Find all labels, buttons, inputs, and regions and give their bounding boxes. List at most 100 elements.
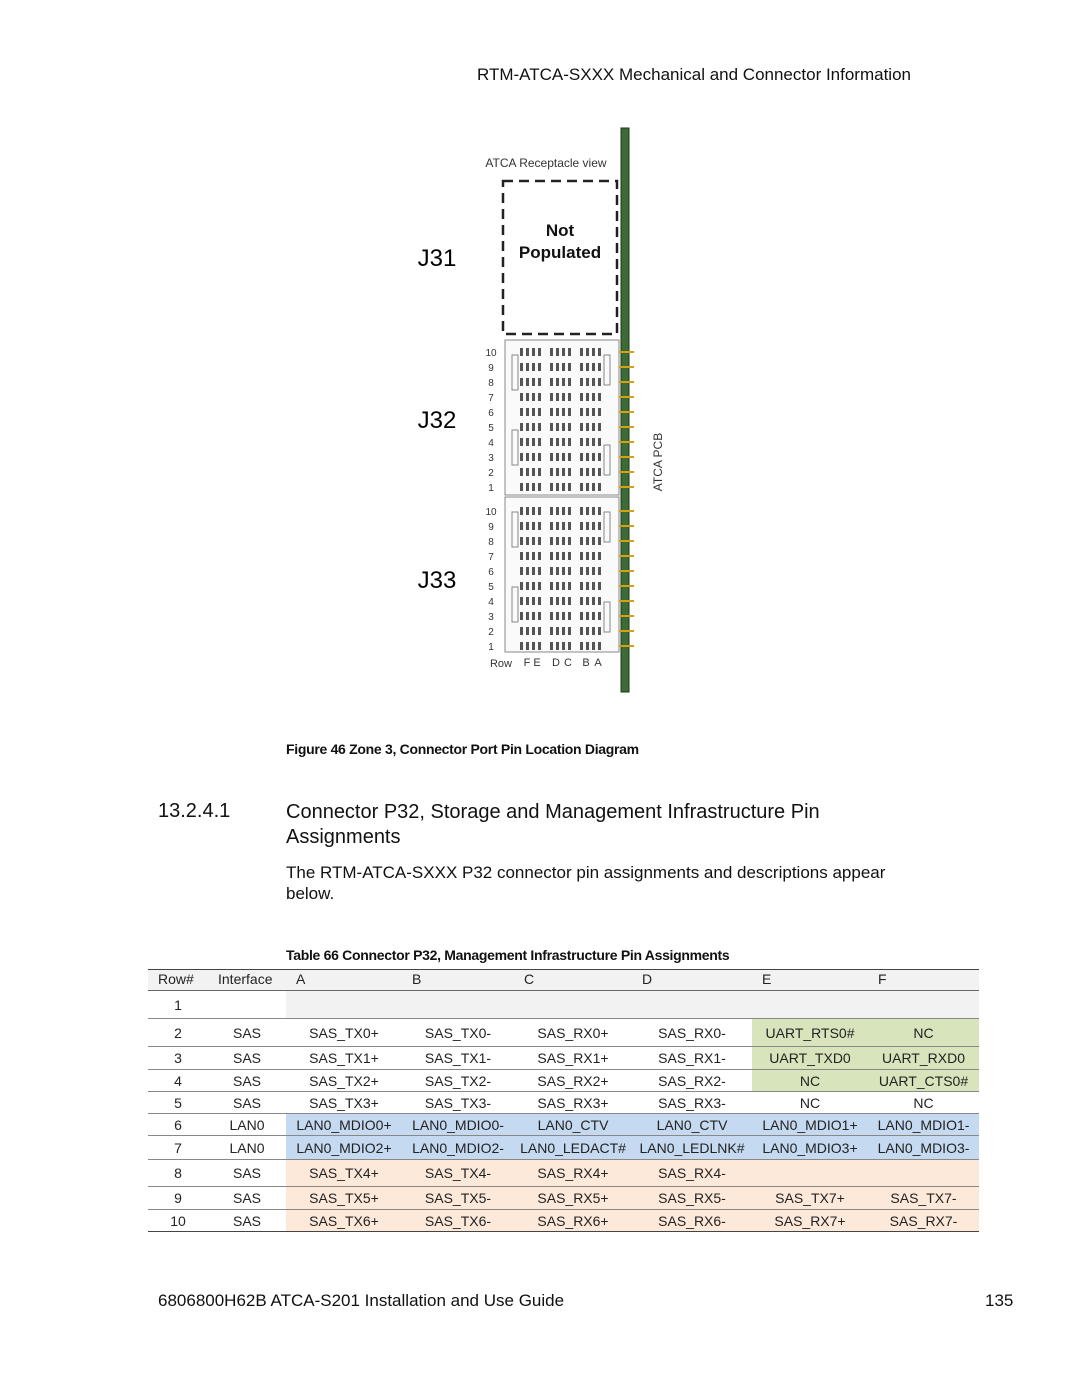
pin (562, 423, 565, 431)
pin (520, 612, 523, 620)
table-cell: SAS_TX5+ (286, 1187, 402, 1209)
pin (532, 393, 535, 401)
connector-latch (511, 586, 519, 623)
connector-latch (603, 601, 611, 633)
j31-outline (501, 179, 619, 336)
pin-row-number: 3 (488, 453, 494, 464)
pin (568, 393, 571, 401)
pin (598, 597, 601, 605)
pin (586, 393, 589, 401)
table-rule (148, 1186, 979, 1187)
pin-table: Row# Interface A B C D E F 1 2 SAS SAS_TX0+ SAS_TX0-… (148, 969, 979, 1232)
pin (538, 612, 541, 620)
pin (532, 522, 535, 530)
column-header: A (296, 971, 306, 987)
pin (580, 507, 583, 515)
table-rule (148, 1209, 979, 1210)
pin (526, 507, 529, 515)
pin-column-letter: E (533, 657, 540, 669)
table-cell: 4 (148, 1070, 208, 1091)
pin-row-number: 5 (488, 582, 494, 593)
pin (598, 408, 601, 416)
header-band (148, 970, 979, 990)
table-cell: LAN0_LEDACT# (514, 1136, 632, 1159)
pin (592, 378, 595, 386)
pin (520, 507, 523, 515)
pin (586, 483, 589, 491)
pin (598, 552, 601, 560)
connector-label: J31 (418, 245, 457, 272)
pin (520, 363, 523, 371)
pin (550, 423, 553, 431)
pin (562, 597, 565, 605)
not-populated: Not Populated (518, 221, 602, 262)
pin-column-letter: B (582, 657, 589, 669)
column-header: Row# (158, 971, 194, 987)
pin (526, 612, 529, 620)
pin (598, 627, 601, 635)
pin (568, 468, 571, 476)
pin (526, 642, 529, 650)
pin (592, 393, 595, 401)
pin-row-number: 8 (488, 378, 494, 389)
table-cell (208, 991, 286, 1018)
pin-row-number: 5 (488, 423, 494, 434)
table-cell: SAS_RX0- (632, 1019, 752, 1046)
table-cell: NC (752, 1070, 868, 1091)
pin (532, 363, 535, 371)
pin (556, 537, 559, 545)
pin (592, 438, 595, 446)
pin (580, 597, 583, 605)
pin (568, 522, 571, 530)
table-cell: SAS (208, 1210, 286, 1231)
table-cell: SAS_RX5+ (514, 1187, 632, 1209)
pin (580, 378, 583, 386)
row-label: Row (490, 658, 512, 670)
pin (562, 363, 565, 371)
pin (526, 522, 529, 530)
pin (568, 348, 571, 356)
connector-latch (603, 354, 611, 386)
pin (592, 627, 595, 635)
pin (538, 423, 541, 431)
table-cell: SAS (208, 1019, 286, 1046)
pin (526, 408, 529, 416)
pin (562, 567, 565, 575)
table-caption: Table 66 Connector P32, Management Infra… (286, 947, 730, 963)
table-cell: SAS_TX5- (402, 1187, 514, 1209)
pin (598, 642, 601, 650)
table-cell (402, 991, 514, 1018)
pin (532, 453, 535, 461)
pin (556, 642, 559, 650)
pin-row-number: 4 (488, 597, 494, 608)
table-cell: LAN0_MDIO0- (402, 1114, 514, 1135)
pin (550, 522, 553, 530)
pin (568, 408, 571, 416)
pin (568, 552, 571, 560)
pin (598, 612, 601, 620)
pin (580, 612, 583, 620)
pin (532, 642, 535, 650)
pin (592, 552, 595, 560)
pin (556, 408, 559, 416)
pin (520, 423, 523, 431)
table-cell: 10 (148, 1210, 208, 1231)
pin (598, 522, 601, 530)
pin (568, 567, 571, 575)
table-rule (148, 1231, 979, 1232)
table-cell: LAN0_MDIO2+ (286, 1136, 402, 1159)
table-cell: LAN0_MDIO3- (868, 1136, 979, 1159)
pin (598, 393, 601, 401)
pin (520, 453, 523, 461)
pin (562, 552, 565, 560)
pin (538, 363, 541, 371)
pin (526, 468, 529, 476)
table-rule (148, 990, 979, 991)
connector-label: J32 (418, 407, 457, 434)
table-cell: SAS_RX6- (632, 1210, 752, 1231)
table-rule (148, 1113, 979, 1114)
table-cell (752, 1160, 868, 1186)
pin (580, 363, 583, 371)
pin-row-number: 2 (488, 627, 494, 638)
table-cell: LAN0_LEDLNK# (632, 1136, 752, 1159)
